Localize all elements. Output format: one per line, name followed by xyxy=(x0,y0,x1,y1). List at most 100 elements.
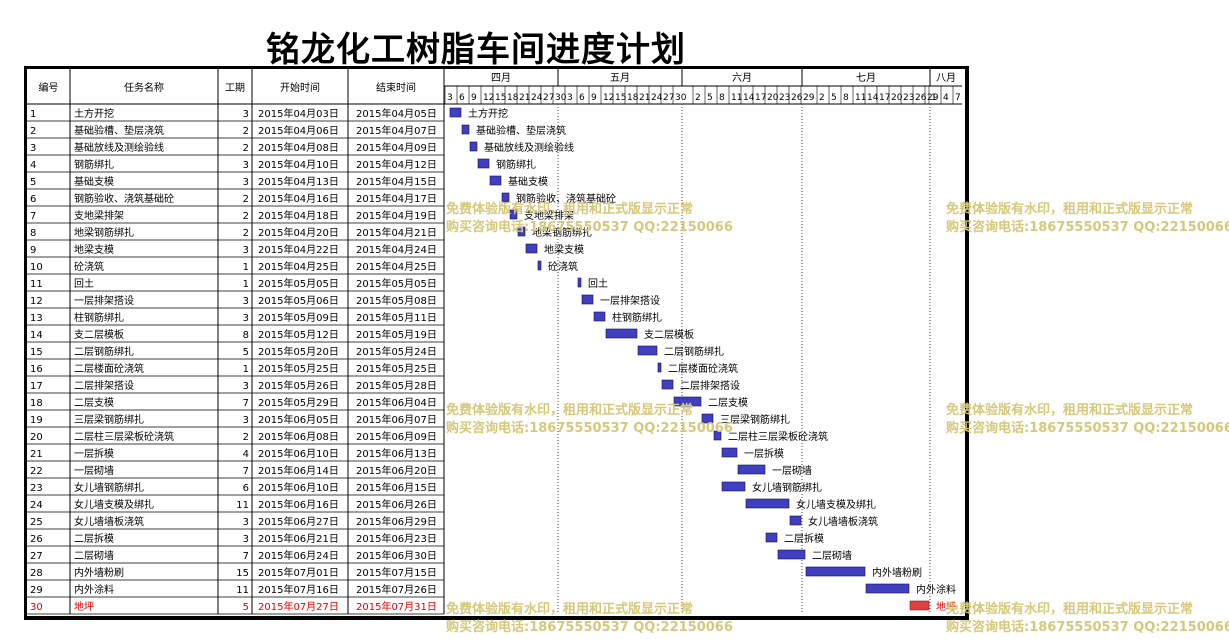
task-name: 地梁支模 xyxy=(74,243,114,256)
task-id: 10 xyxy=(30,262,43,273)
task-duration: 5 xyxy=(243,602,249,613)
task-duration: 1 xyxy=(243,262,249,273)
task-end: 2015年04月19日 xyxy=(356,209,437,222)
gantt-bar-label: 回土 xyxy=(588,277,608,290)
task-duration: 2 xyxy=(243,143,249,154)
gantt-bar-label: 基础放线及测绘验线 xyxy=(484,141,574,154)
task-start: 2015年06月14日 xyxy=(258,464,339,477)
task-name: 一层排架搭设 xyxy=(74,294,134,307)
day-tick-label: 15 xyxy=(495,93,506,103)
task-id: 5 xyxy=(30,177,36,188)
task-id: 23 xyxy=(30,483,43,494)
day-tick-label: 6 xyxy=(459,93,465,103)
day-tick-label: 2 xyxy=(819,93,825,103)
task-name: 基础放线及测绘验线 xyxy=(74,141,164,154)
day-tick-label: 3 xyxy=(447,93,453,103)
task-start: 2015年06月05日 xyxy=(258,413,339,426)
task-duration: 3 xyxy=(243,177,249,188)
day-tick-label: 24 xyxy=(531,93,543,103)
task-duration: 11 xyxy=(236,500,249,511)
day-tick-label: 17 xyxy=(879,93,890,103)
task-name: 一层拆模 xyxy=(74,447,114,460)
watermark: 免费体验版有水印，租用和正式版显示正常 购买咨询电话:18675550537 QQ… xyxy=(946,601,1229,637)
month-label: 五月 xyxy=(610,72,630,84)
gantt-bar xyxy=(777,549,806,560)
month-label: 八月 xyxy=(936,72,956,84)
task-start: 2015年04月18日 xyxy=(258,209,339,222)
task-duration: 4 xyxy=(243,449,249,460)
task-duration: 3 xyxy=(243,534,249,545)
day-tick-label: 29 xyxy=(803,93,815,103)
task-end: 2015年04月21日 xyxy=(356,226,437,239)
task-id: 18 xyxy=(30,398,43,409)
gantt-bar xyxy=(509,209,518,220)
task-end: 2015年06月20日 xyxy=(356,464,437,477)
gantt-bar-label: 二层钢筋绑扎 xyxy=(664,345,724,358)
day-tick-label: 8 xyxy=(719,93,725,103)
day-tick-label: 24 xyxy=(651,93,663,103)
gantt-bar-label: 一层砌墙 xyxy=(772,464,812,477)
watermark-line2: 购买咨询电话:18675550537 QQ:22150066 xyxy=(946,620,1229,635)
day-tick-label: 27 xyxy=(663,93,674,103)
gantt-bar xyxy=(789,515,802,526)
task-start: 2015年04月25日 xyxy=(258,260,339,273)
task-name: 女儿墙钢筋绑扎 xyxy=(74,481,144,494)
task-name: 二层拆模 xyxy=(74,532,114,545)
task-name: 女儿墙支模及绑扎 xyxy=(74,498,154,511)
task-name: 一层砌墙 xyxy=(74,464,114,477)
task-end: 2015年06月26日 xyxy=(356,498,437,511)
gantt-bar xyxy=(501,192,510,203)
task-duration: 2 xyxy=(243,126,249,137)
task-end: 2015年06月29日 xyxy=(356,515,437,528)
watermark: 免费体验版有水印，租用和正式版显示正常 购买咨询电话:18675550537 QQ… xyxy=(946,201,1229,237)
task-duration: 11 xyxy=(236,585,249,596)
task-end: 2015年04月07日 xyxy=(356,124,437,137)
gantt-bar-label: 内外涂料 xyxy=(916,583,956,596)
gantt-bar xyxy=(745,498,790,509)
gantt-bar xyxy=(637,345,658,356)
gantt-bar-label: 二层支模 xyxy=(708,397,748,409)
task-id: 9 xyxy=(30,245,36,256)
day-tick-label: 20 xyxy=(767,93,779,103)
watermark-line1: 免费体验版有水印，租用和正式版显示正常 xyxy=(446,602,694,617)
gantt-bar xyxy=(593,311,606,322)
watermark-line2: 购买咨询电话:18675550537 QQ:22150066 xyxy=(446,421,733,436)
watermark-line2: 购买咨询电话:18675550537 QQ:22150066 xyxy=(946,220,1229,235)
gantt-bar-label: 柱钢筋绑扎 xyxy=(612,311,662,324)
task-id: 30 xyxy=(30,602,43,613)
day-tick-label: 18 xyxy=(507,93,519,103)
task-duration: 3 xyxy=(243,109,249,120)
gantt-bar-label: 支二层模板 xyxy=(644,328,694,341)
gantt-bar-label: 二层砌墙 xyxy=(812,549,852,562)
task-id: 15 xyxy=(30,347,43,358)
task-id: 14 xyxy=(30,330,43,341)
task-start: 2015年04月16日 xyxy=(258,192,339,205)
gantt-bar xyxy=(469,141,478,152)
gantt-bar xyxy=(517,226,526,237)
gantt-bar xyxy=(581,294,594,305)
day-tick-label: 14 xyxy=(743,93,755,103)
gantt-bar xyxy=(577,277,582,288)
page-title: 铭龙化工树脂车间进度计划 xyxy=(266,30,686,70)
task-end: 2015年05月05日 xyxy=(356,277,437,290)
task-duration: 1 xyxy=(243,364,249,375)
task-name: 二层砌墙 xyxy=(74,549,114,562)
task-start: 2015年04月10日 xyxy=(258,158,339,171)
task-end: 2015年06月30日 xyxy=(356,549,437,562)
task-duration: 3 xyxy=(243,245,249,256)
task-end: 2015年04月12日 xyxy=(356,158,437,171)
day-tick-label: 20 xyxy=(891,93,903,103)
month-label: 四月 xyxy=(491,72,511,84)
gantt-bar-label: 二层柱三层梁板砼浇筑 xyxy=(728,430,828,443)
task-id: 25 xyxy=(30,517,43,528)
watermark: 免费体验版有水印，租用和正式版显示正常 购买咨询电话:18675550537 QQ… xyxy=(446,402,733,438)
task-start: 2015年04月08日 xyxy=(258,141,339,154)
task-name: 基础支模 xyxy=(74,175,114,188)
task-id: 26 xyxy=(30,534,43,545)
task-start: 2015年04月22日 xyxy=(258,243,339,256)
gantt-bar-label: 土方开挖 xyxy=(468,107,508,120)
day-tick-label: 8 xyxy=(843,93,849,103)
task-name: 回土 xyxy=(74,277,94,290)
day-tick-label: 21 xyxy=(519,93,530,103)
task-end: 2015年04月15日 xyxy=(356,175,437,188)
